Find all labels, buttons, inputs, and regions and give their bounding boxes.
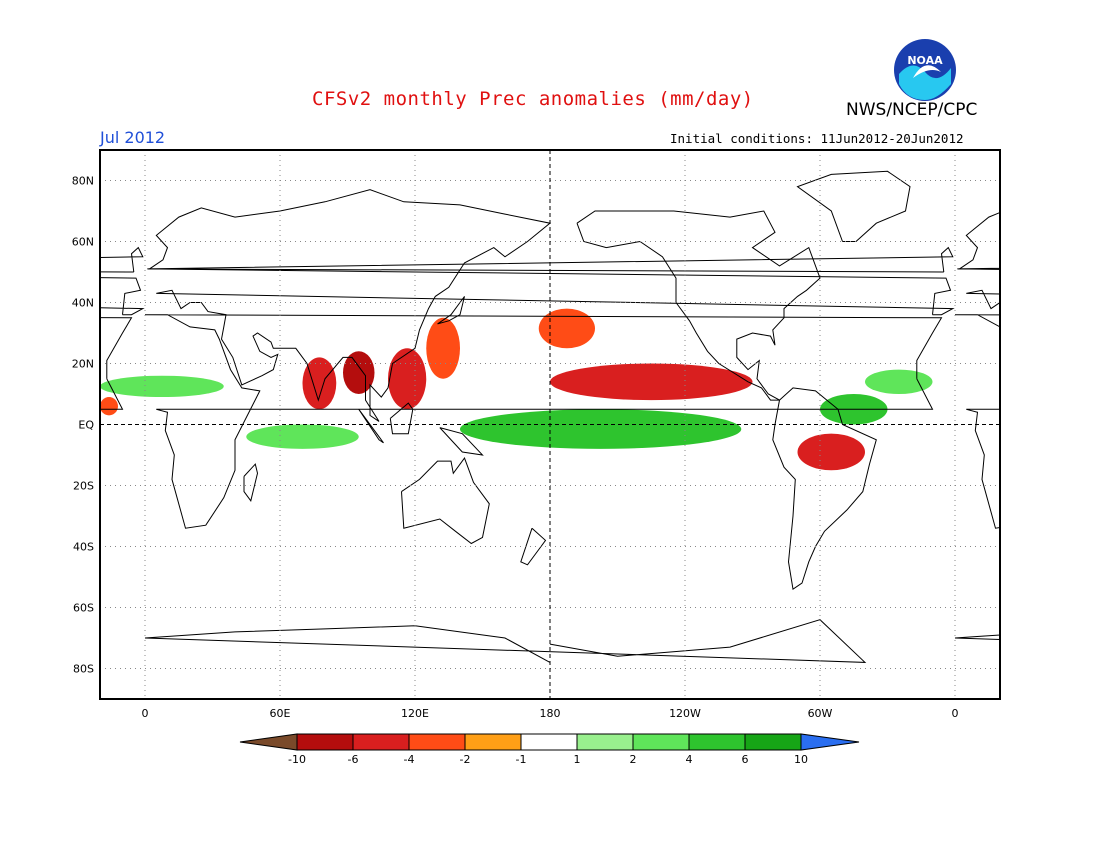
anomaly-region-12 [797,433,865,471]
coastline-0 [954,314,1000,529]
latitude-labels: 80N 60N 40N 20N EQ 20S 40S 60S 80S [72,175,95,676]
coastline-11 [439,427,484,456]
colorbar-box [352,733,410,751]
anomaly-region-9 [538,308,595,349]
coastline-2 [576,210,821,401]
anomaly-region-6 [426,317,460,379]
colorbar-box [520,733,578,751]
colorbar-min-arrow [239,733,298,751]
noaa-logo-icon: NOAA [894,39,956,101]
coastline-3 [0,388,66,589]
colorbar [239,733,860,751]
longitude-labels: 0 60E 120E 180 120W 60W 0 [142,707,959,720]
colorbar-tick-label: -10 [288,753,306,766]
grid-lines [100,150,1000,699]
colorbar-box [688,733,746,751]
colorbar-box [576,733,634,751]
lat-tick-label: 60S [73,602,94,615]
organization-label: NWS/NCEP/CPC [846,100,978,120]
colorbar-labels: -10 -6 -4 -2 -1 1 2 4 6 10 [288,753,808,766]
lat-tick-label: EQ [78,419,94,432]
coastline-1 [147,189,955,422]
coastline-6 [0,620,55,663]
colorbar-box [632,733,690,751]
coastline-0 [100,317,133,410]
colorbar-box [408,733,466,751]
anomaly-region-4 [343,351,375,394]
anomaly-region-8 [550,363,753,401]
anomaly-region-0 [100,375,224,398]
colorbar-tick-label: -1 [516,753,527,766]
colorbar-tick-label: 2 [630,753,637,766]
coastline-6 [144,619,867,663]
colorbar-tick-label: -6 [348,753,359,766]
colorbar-tick-label: 4 [686,753,693,766]
colorbar-tick-label: 1 [574,753,581,766]
colorbar-box [296,733,354,751]
coastline-8 [437,296,465,325]
colorbar-max-arrow [800,733,860,751]
lon-tick-label: 0 [142,707,149,720]
coastline-13 [147,246,954,273]
coastlines [0,170,1068,663]
map-title: CFSv2 monthly Prec anomalies (mm/day) [312,88,754,110]
coastline-13 [100,246,144,273]
lat-tick-label: 20N [72,358,94,371]
map-frame [99,149,1001,700]
lon-tick-label: 0 [952,707,959,720]
lon-tick-label: 120W [669,707,701,720]
anomaly-region-1 [100,397,118,416]
colorbar-tick-label: -4 [404,753,415,766]
coastline-7 [243,463,259,502]
lat-tick-label: 40N [72,297,94,310]
coastline-1 [957,211,1000,310]
coastline-2 [0,211,10,400]
lat-tick-label: 80S [73,663,94,676]
colorbar-tick-label: -2 [460,753,471,766]
anomaly-region-11 [865,369,933,394]
lat-tick-label: 20S [73,480,94,493]
lat-tick-label: 80N [72,175,94,188]
coastline-0 [144,314,943,529]
lon-tick-label: 120E [401,707,429,720]
coastline-5 [796,170,911,242]
coastline-6 [954,634,1000,641]
lat-tick-label: 60N [72,236,94,249]
coastline-13 [957,267,1000,270]
anomaly-fills [100,308,933,471]
lon-tick-label: 180 [540,707,561,720]
coastline-10 [358,409,384,444]
coastline-12 [520,527,547,566]
logo-text: NOAA [907,54,943,67]
lon-tick-label: 60W [808,707,833,720]
colorbar-box [744,733,802,751]
coastline-4 [401,457,490,545]
forecast-month: Jul 2012 [100,128,166,147]
colorbar-box [464,733,522,751]
anomaly-region-3 [302,357,337,410]
anomaly-region-2 [246,424,359,449]
lon-tick-label: 60E [270,707,291,720]
coastline-9 [389,402,414,435]
initial-conditions: Initial conditions: 11Jun2012-20Jun2012 [670,131,964,146]
anomaly-region-5 [388,348,427,410]
colorbar-tick-label: 6 [742,753,749,766]
anomaly-region-7 [460,409,742,449]
coastline-7 [1054,464,1068,501]
colorbar-tick-label: 10 [794,753,808,766]
lat-tick-label: 40S [73,541,94,554]
